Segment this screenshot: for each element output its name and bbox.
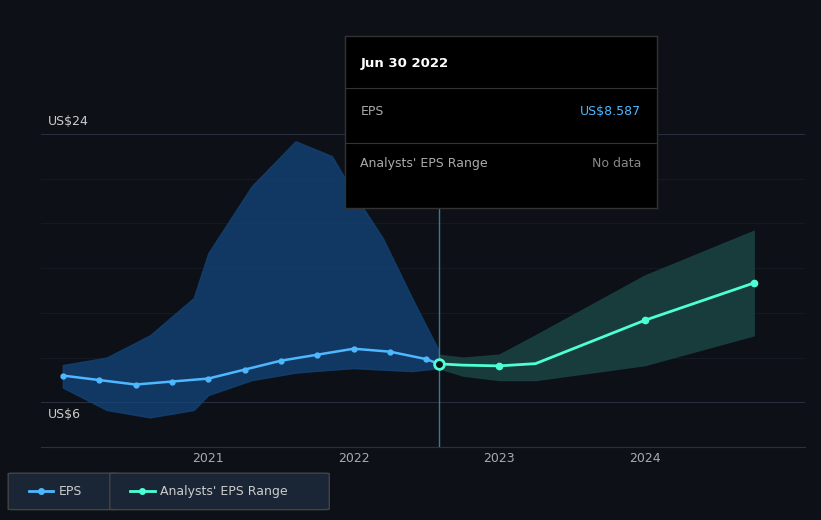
Text: Jun 30 2022: Jun 30 2022 <box>360 57 448 70</box>
Text: US$8.587: US$8.587 <box>580 105 641 118</box>
Text: US$6: US$6 <box>48 408 81 421</box>
Text: US$24: US$24 <box>48 115 89 128</box>
Text: EPS: EPS <box>58 485 82 498</box>
Text: Actual: Actual <box>389 116 429 129</box>
Text: Analysts Forecasts: Analysts Forecasts <box>461 116 576 129</box>
FancyBboxPatch shape <box>8 473 118 510</box>
Text: Analysts' EPS Range: Analysts' EPS Range <box>360 157 488 170</box>
Text: No data: No data <box>592 157 641 170</box>
FancyBboxPatch shape <box>110 473 329 510</box>
Text: EPS: EPS <box>360 105 383 118</box>
Text: Analysts' EPS Range: Analysts' EPS Range <box>160 485 288 498</box>
